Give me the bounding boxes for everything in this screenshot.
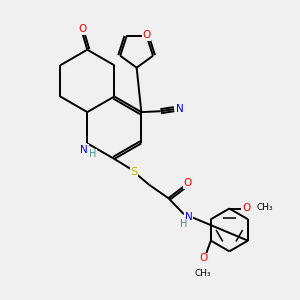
Text: O: O [142,30,151,40]
Text: CH₃: CH₃ [256,203,273,212]
Text: H: H [181,219,188,229]
Text: N: N [176,103,184,113]
Text: S: S [130,167,137,177]
Text: O: O [184,178,192,188]
Text: O: O [79,25,87,34]
Text: O: O [242,203,250,213]
Text: N: N [185,212,193,222]
Text: CH₃: CH₃ [194,268,211,278]
Text: N: N [80,145,88,155]
Text: H: H [89,149,96,159]
Text: O: O [199,254,208,263]
